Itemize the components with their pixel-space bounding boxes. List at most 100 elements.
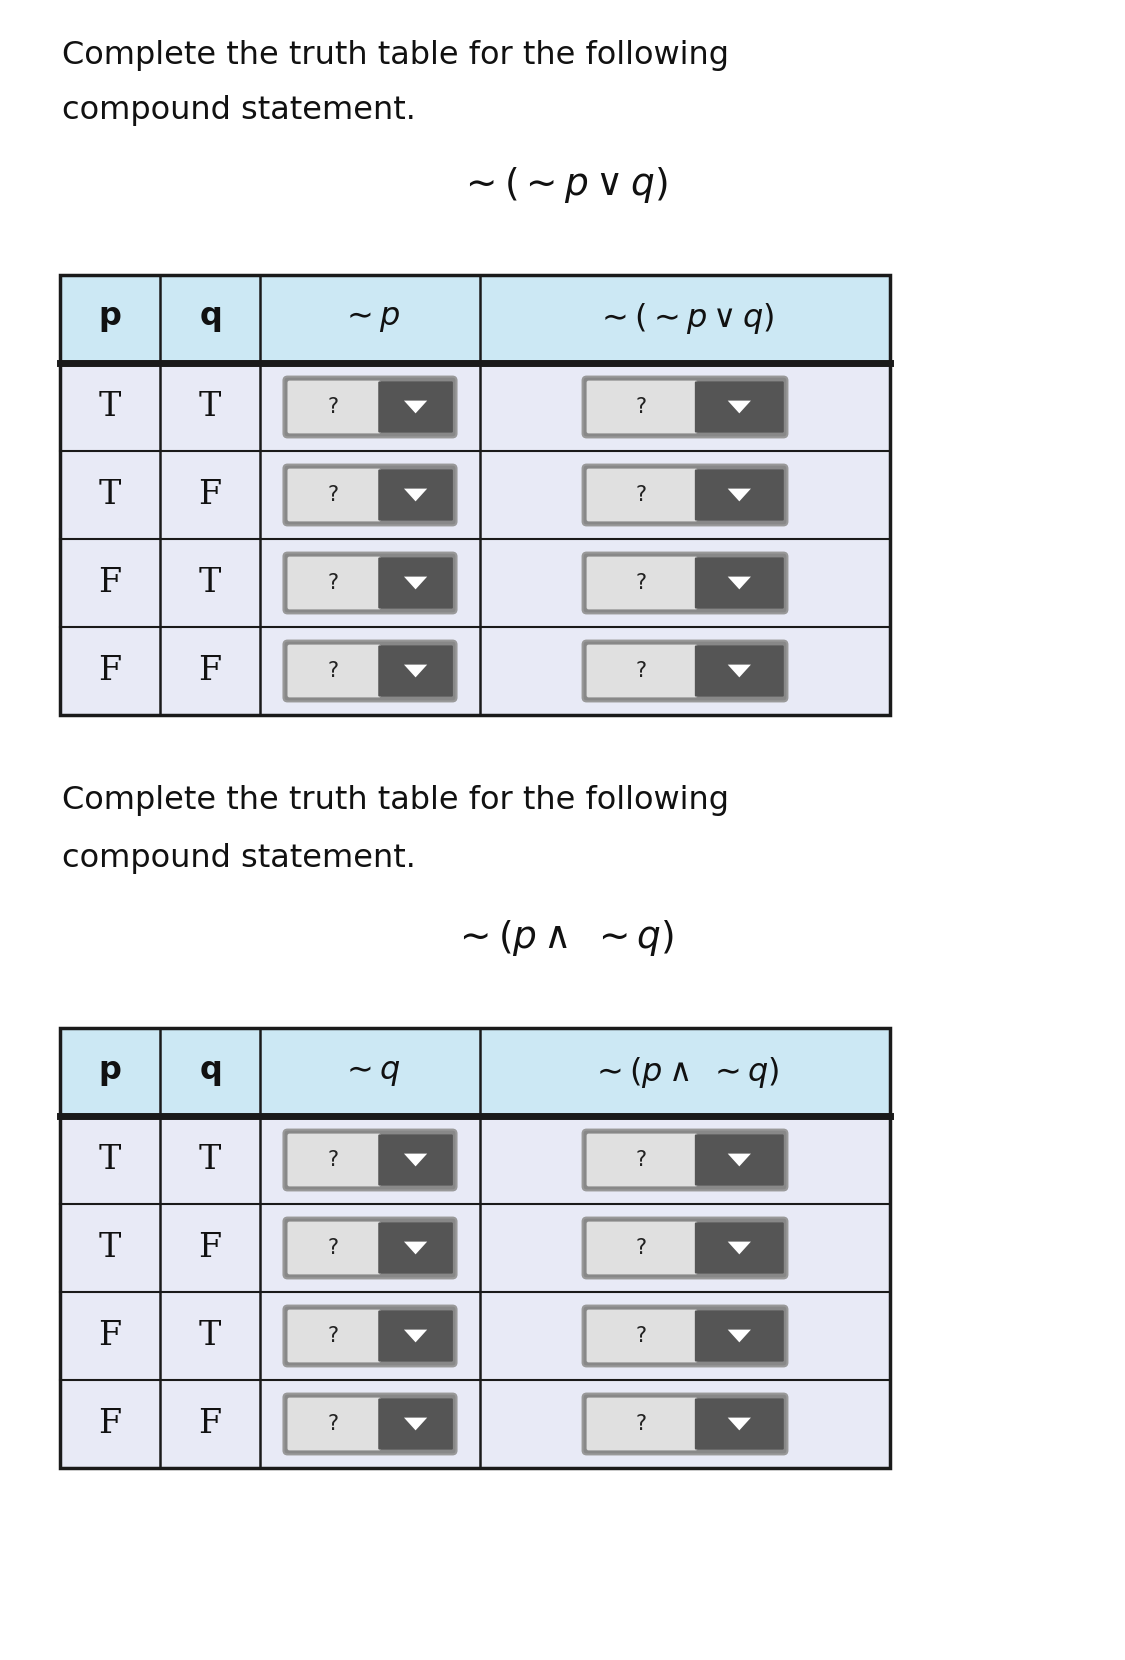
FancyBboxPatch shape <box>583 465 788 526</box>
FancyBboxPatch shape <box>378 1222 453 1273</box>
FancyBboxPatch shape <box>583 641 788 702</box>
Text: ?: ? <box>327 1414 339 1434</box>
Text: $\sim p$: $\sim p$ <box>340 304 400 335</box>
Text: ?: ? <box>327 485 339 505</box>
Polygon shape <box>728 576 750 589</box>
FancyBboxPatch shape <box>378 558 453 609</box>
FancyBboxPatch shape <box>583 553 788 614</box>
FancyBboxPatch shape <box>586 468 698 521</box>
Text: ?: ? <box>327 1150 339 1170</box>
Text: $\sim ( \sim p \vee q)$: $\sim ( \sim p \vee q)$ <box>458 164 667 204</box>
Text: $\mathbf{q}$: $\mathbf{q}$ <box>199 304 221 335</box>
Bar <box>60 540 890 627</box>
Bar <box>60 364 890 452</box>
Text: ?: ? <box>636 1150 646 1170</box>
FancyBboxPatch shape <box>288 1398 381 1451</box>
Polygon shape <box>404 1242 428 1255</box>
Text: ?: ? <box>327 573 339 593</box>
FancyBboxPatch shape <box>288 380 381 433</box>
Text: T: T <box>99 480 122 511</box>
FancyBboxPatch shape <box>586 556 698 609</box>
FancyBboxPatch shape <box>284 1129 457 1190</box>
Text: ?: ? <box>636 661 646 681</box>
Polygon shape <box>404 488 428 501</box>
FancyBboxPatch shape <box>288 1222 381 1275</box>
Bar <box>60 627 890 715</box>
Text: ?: ? <box>636 485 646 505</box>
FancyBboxPatch shape <box>378 646 453 697</box>
Bar <box>60 1291 890 1379</box>
Text: F: F <box>198 656 222 687</box>
FancyBboxPatch shape <box>586 1310 698 1363</box>
FancyBboxPatch shape <box>284 465 457 526</box>
Text: ?: ? <box>327 1326 339 1346</box>
Text: T: T <box>199 392 222 423</box>
Bar <box>60 1028 890 1116</box>
Text: T: T <box>99 392 122 423</box>
Text: T: T <box>199 1320 222 1351</box>
FancyBboxPatch shape <box>695 558 784 609</box>
Bar <box>60 1204 890 1291</box>
Text: T: T <box>199 1144 222 1175</box>
Polygon shape <box>404 1154 428 1167</box>
Text: ?: ? <box>636 1238 646 1258</box>
FancyBboxPatch shape <box>378 1398 453 1449</box>
FancyBboxPatch shape <box>378 470 453 521</box>
Text: $\mathbf{p}$: $\mathbf{p}$ <box>98 1056 122 1087</box>
Polygon shape <box>404 400 428 413</box>
FancyBboxPatch shape <box>695 1310 784 1361</box>
Text: T: T <box>199 568 222 599</box>
Bar <box>60 1116 890 1203</box>
FancyBboxPatch shape <box>583 1306 788 1366</box>
FancyBboxPatch shape <box>695 382 784 433</box>
Polygon shape <box>728 664 750 677</box>
FancyBboxPatch shape <box>284 1306 457 1366</box>
Bar <box>60 276 890 364</box>
FancyBboxPatch shape <box>695 646 784 697</box>
FancyBboxPatch shape <box>378 382 453 433</box>
Text: $\mathbf{q}$: $\mathbf{q}$ <box>199 1056 221 1087</box>
Text: Complete the truth table for the following: Complete the truth table for the followi… <box>62 40 729 70</box>
Text: $\sim (p \wedge\ {\sim} q)$: $\sim (p \wedge\ {\sim} q)$ <box>591 1054 780 1089</box>
FancyBboxPatch shape <box>586 380 698 433</box>
Text: T: T <box>99 1144 122 1175</box>
FancyBboxPatch shape <box>695 1134 784 1185</box>
Text: F: F <box>198 480 222 511</box>
FancyBboxPatch shape <box>695 1398 784 1449</box>
FancyBboxPatch shape <box>284 1217 457 1278</box>
Polygon shape <box>404 1330 428 1343</box>
FancyBboxPatch shape <box>288 468 381 521</box>
Polygon shape <box>404 576 428 589</box>
FancyBboxPatch shape <box>284 1394 457 1454</box>
FancyBboxPatch shape <box>586 644 698 697</box>
FancyBboxPatch shape <box>288 1134 381 1187</box>
FancyBboxPatch shape <box>695 470 784 521</box>
Text: Complete the truth table for the following: Complete the truth table for the followi… <box>62 785 729 815</box>
FancyBboxPatch shape <box>378 1134 453 1185</box>
Text: $\mathbf{p}$: $\mathbf{p}$ <box>98 304 122 335</box>
FancyBboxPatch shape <box>583 1394 788 1454</box>
Text: compound statement.: compound statement. <box>62 95 416 126</box>
Text: ?: ? <box>636 397 646 417</box>
FancyBboxPatch shape <box>586 1134 698 1187</box>
FancyBboxPatch shape <box>284 377 457 437</box>
Text: F: F <box>198 1232 222 1263</box>
Text: F: F <box>99 656 122 687</box>
Polygon shape <box>404 664 428 677</box>
Bar <box>60 276 890 715</box>
Bar <box>60 1379 890 1467</box>
Text: ?: ? <box>327 1238 339 1258</box>
Polygon shape <box>404 1418 428 1431</box>
Text: $\sim ( \sim p \vee q)$: $\sim ( \sim p \vee q)$ <box>595 302 775 337</box>
Polygon shape <box>728 488 750 501</box>
Text: $\sim q$: $\sim q$ <box>340 1056 400 1087</box>
FancyBboxPatch shape <box>586 1398 698 1451</box>
FancyBboxPatch shape <box>586 1222 698 1275</box>
Polygon shape <box>728 1330 750 1343</box>
Text: T: T <box>99 1232 122 1263</box>
Polygon shape <box>728 400 750 413</box>
Text: ?: ? <box>327 397 339 417</box>
FancyBboxPatch shape <box>583 1217 788 1278</box>
Text: compound statement.: compound statement. <box>62 843 416 873</box>
Polygon shape <box>728 1154 750 1167</box>
